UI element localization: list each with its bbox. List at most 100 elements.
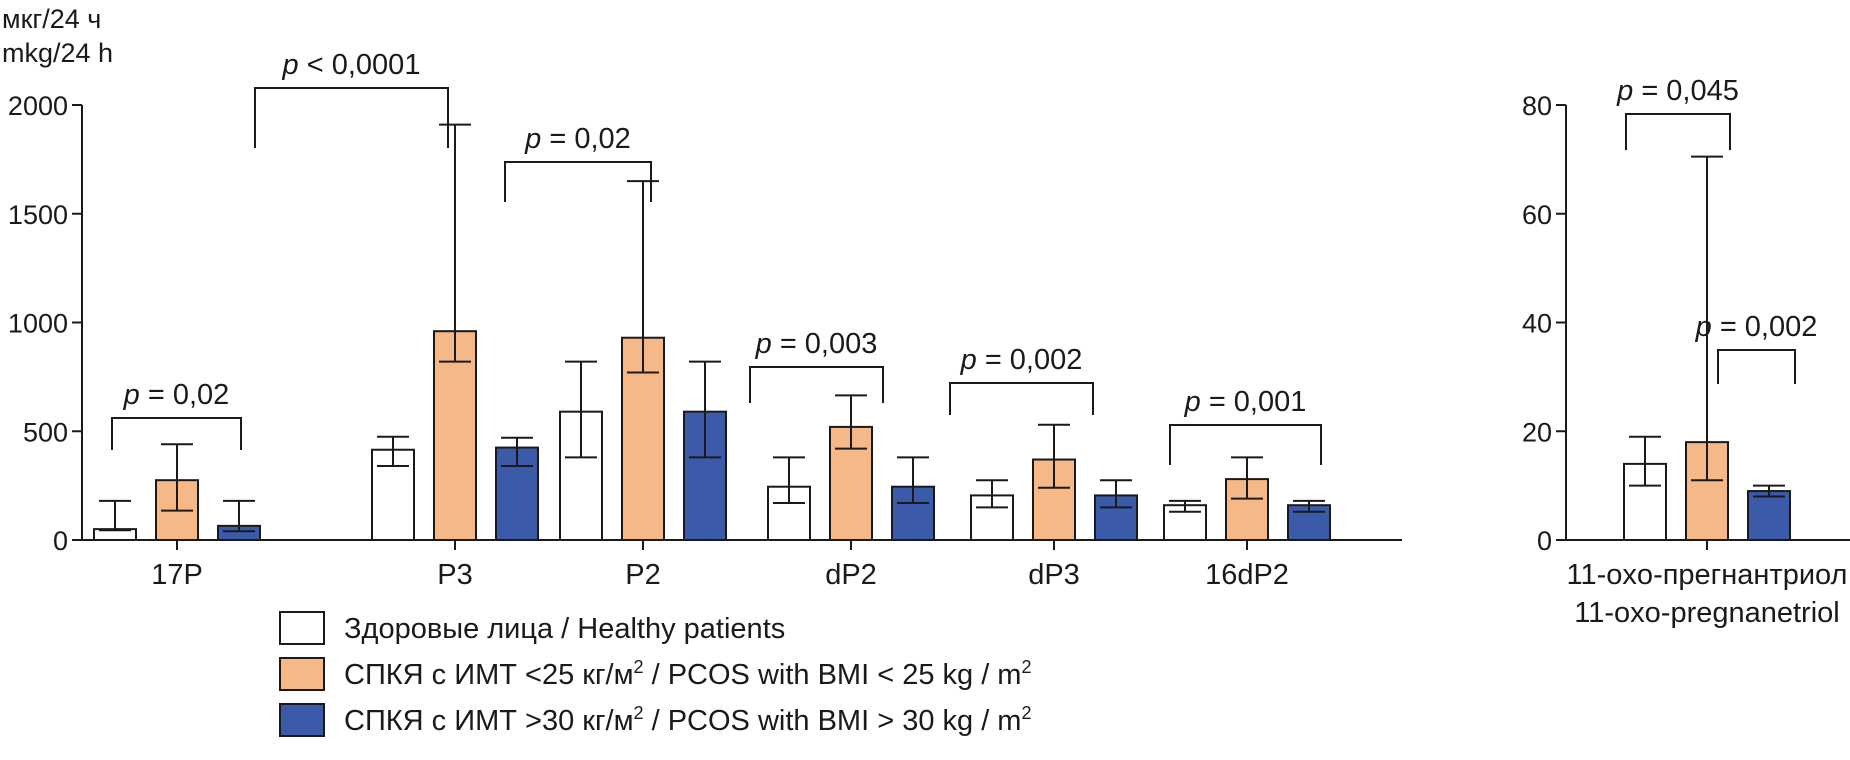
legend-label: СПКЯ с ИМТ <25 кг/м2 / PCOS with BMI < 2…: [344, 657, 1031, 691]
left-x-category-label: dP3: [1028, 559, 1080, 591]
legend-swatch: [279, 703, 325, 737]
left-x-category-label: 17P: [151, 559, 203, 591]
significance-bracket: p = 0,001: [1169, 386, 1322, 465]
p-value-label: p = 0,045: [1616, 75, 1739, 107]
p-value-label: p < 0,0001: [282, 49, 421, 81]
p-value-label: p = 0,002: [1695, 311, 1818, 343]
significance-bracket: p = 0,02: [111, 379, 242, 450]
p-value-label: p = 0,003: [755, 328, 878, 360]
right-x-category-sublabel: 11-oxo-pregnanetriol: [1574, 597, 1839, 629]
bar: [433, 330, 477, 542]
right-bars: [1623, 155, 1791, 541]
p-value: = 0,002: [977, 344, 1083, 376]
error-bar: [1753, 484, 1785, 498]
legend-label-english: / PCOS with BMI > 30 kg / m: [644, 705, 1022, 737]
bracket-line: [1169, 424, 1322, 465]
p-symbol: p: [755, 328, 772, 360]
p-value-text: = 0,045: [1641, 75, 1739, 107]
p-symbol: p: [1184, 386, 1201, 418]
p-value-text: = 0,02: [549, 123, 630, 155]
legend-swatch: [279, 657, 325, 691]
p-value-label: p = 0,002: [960, 344, 1083, 376]
left-x-category-label: 16dP2: [1205, 559, 1289, 591]
p-symbol: p: [1695, 311, 1712, 343]
legend-label-superscript: 2: [1021, 657, 1031, 677]
left-bar-chart: мкг/24 ч mkg/24 h 0 500 1000 1500 2000 17P P3 P…: [2, 4, 1402, 591]
left-x-category-label: P2: [625, 559, 660, 591]
error-bar: [439, 123, 471, 363]
error-bar: [773, 456, 805, 505]
significance-bracket: p = 0,002: [1695, 311, 1818, 384]
p-value: < 0,0001: [299, 49, 421, 81]
legend-label-superscript: 2: [1021, 703, 1031, 723]
right-x-category-label: 11-oxo-прегнантриол: [1567, 559, 1848, 591]
p-value: = 0,001: [1201, 386, 1307, 418]
error-bar: [565, 360, 597, 459]
y-unit-label-en: mkg/24 h: [2, 38, 113, 68]
left-y-tick-label: 0: [53, 526, 68, 556]
right-y-tick-label: 0: [1537, 526, 1552, 556]
error-bar: [1169, 499, 1201, 513]
error-bar: [223, 499, 255, 533]
p-value-label: p = 0,02: [524, 123, 631, 155]
bracket-line: [749, 366, 884, 403]
right-y-tick-label: 80: [1522, 91, 1552, 121]
legend-label: Здоровые лица / Healthy patients: [344, 613, 785, 645]
p-value: = 0,045: [1633, 75, 1739, 107]
legend-label-superscript: 2: [634, 703, 644, 723]
right-significance-brackets: p = 0,045 p = 0,002: [1616, 75, 1817, 384]
left-x-category-label: P3: [437, 559, 472, 591]
left-axes: 0 500 1000 1500 2000 17P P3 P2 dP2 dP3 16dP2: [8, 91, 1402, 591]
legend-swatch: [279, 611, 325, 645]
p-value-text: = 0,002: [985, 344, 1083, 376]
error-bar: [1293, 499, 1325, 513]
legend-item: Здоровые лица / Healthy patients: [279, 611, 785, 645]
legend-label-main: СПКЯ с ИМТ <25 кг/м: [344, 659, 634, 691]
legend-label-english: / PCOS with BMI < 25 kg / m: [644, 659, 1022, 691]
legend-label-main: Здоровые лица / Healthy patients: [344, 613, 785, 645]
significance-bracket: p = 0,002: [949, 344, 1094, 415]
p-value: = 0,02: [541, 123, 631, 155]
right-y-tick-label: 40: [1522, 309, 1552, 339]
error-bar: [976, 479, 1008, 509]
p-symbol: p: [524, 123, 541, 155]
right-bar-chart: 0 20 40 60 80 11-oxo-прегнантриол 11-oxo-pregn…: [1522, 75, 1850, 629]
left-y-tick-label: 500: [23, 417, 68, 447]
error-bar: [835, 394, 867, 450]
p-value-text: = 0,002: [1720, 311, 1818, 343]
p-value-text: < 0,0001: [307, 49, 421, 81]
p-value: = 0,02: [140, 379, 230, 411]
p-value: = 0,003: [772, 328, 878, 360]
bar: [767, 485, 811, 541]
significance-bracket: p = 0,003: [749, 328, 884, 403]
left-x-category-label: dP2: [825, 559, 877, 591]
legend-label-main: СПКЯ с ИМТ >30 кг/м: [344, 705, 634, 737]
error-bar: [689, 360, 721, 459]
left-y-tick-label: 1500: [8, 200, 68, 230]
legend-item: СПКЯ с ИМТ <25 кг/м2 / PCOS with BMI < 2…: [279, 657, 1031, 691]
bar: [1747, 490, 1791, 541]
p-value-text: = 0,003: [780, 328, 878, 360]
error-bar: [99, 499, 131, 532]
significance-bracket: p < 0,0001: [254, 49, 449, 148]
p-value-label: p = 0,001: [1184, 386, 1307, 418]
p-value: = 0,002: [1712, 311, 1818, 343]
error-bar: [627, 180, 659, 374]
left-y-tick-label: 2000: [8, 91, 68, 121]
right-axes: 0 20 40 60 80 11-oxo-прегнантриол 11-oxo-pregn…: [1522, 91, 1850, 629]
bracket-line: [504, 161, 652, 202]
bracket-line: [111, 417, 242, 450]
right-y-tick-label: 60: [1522, 200, 1552, 230]
error-bar: [501, 436, 533, 468]
error-bar: [1691, 155, 1723, 482]
legend-item: СПКЯ с ИМТ >30 кг/м2 / PCOS with BMI > 3…: [279, 703, 1031, 737]
error-bar: [1629, 435, 1661, 487]
bar: [1225, 478, 1269, 542]
p-symbol: p: [123, 379, 140, 411]
legend-label-superscript: 2: [634, 657, 644, 677]
significance-bracket: p = 0,045: [1616, 75, 1739, 150]
bracket-line: [1625, 113, 1731, 150]
p-value-label: p = 0,02: [123, 379, 230, 411]
